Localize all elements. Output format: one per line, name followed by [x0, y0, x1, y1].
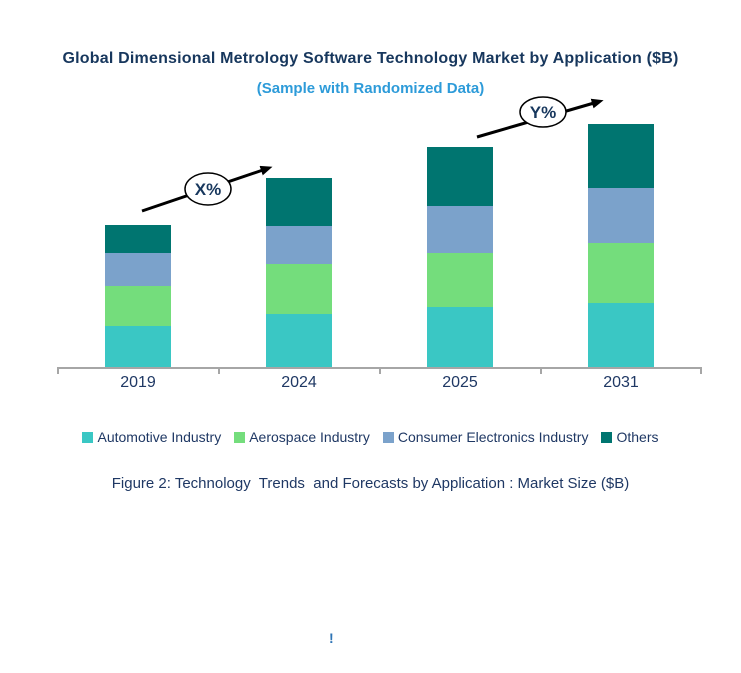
- axis-tick: [57, 368, 59, 374]
- chart-subtitle: (Sample with Randomized Data): [256, 80, 485, 97]
- bar-segment-aerospace-industry: [105, 286, 171, 326]
- legend-label: Others: [616, 429, 659, 445]
- growth-label-y: Y%: [530, 103, 556, 122]
- x-axis-label-2031: 2031: [603, 374, 639, 391]
- axis-tick: [379, 368, 381, 374]
- bar-2019: [105, 225, 171, 368]
- chart-legend: Automotive Industry Aerospace Industry Con…: [0, 429, 741, 445]
- x-axis-label-2024: 2024: [281, 374, 317, 391]
- bar-segment-others: [105, 225, 171, 253]
- bar-segment-automotive-industry: [427, 307, 493, 368]
- legend-item-others: Others: [601, 429, 659, 445]
- x-axis-label-2025: 2025: [442, 374, 478, 391]
- bar-segment-others: [588, 124, 654, 188]
- legend-swatch-icon: [234, 431, 246, 443]
- legend-item-aerospace-industry: Aerospace Industry: [234, 429, 370, 445]
- bar-segment-consumer-electronics-industry: [105, 253, 171, 286]
- bar-segment-automotive-industry: [588, 303, 654, 368]
- bar-2031: [588, 124, 654, 368]
- legend-swatch-icon: [382, 431, 394, 443]
- axis-tick: [218, 368, 220, 374]
- legend-label: Consumer Electronics Industry: [397, 429, 589, 445]
- bar-2024: [266, 178, 332, 368]
- legend-swatch-icon: [601, 431, 613, 443]
- legend-label: Automotive Industry: [97, 429, 222, 445]
- axis-tick: [700, 368, 702, 374]
- footer-mark: !: [329, 630, 334, 646]
- chart-title: Global Dimensional Metrology Software Te…: [62, 50, 679, 67]
- bar-segment-consumer-electronics-industry: [588, 188, 654, 243]
- bar-segment-automotive-industry: [105, 326, 171, 368]
- growth-ellipse-1: [184, 172, 232, 206]
- axis-tick: [540, 368, 542, 374]
- x-axis-label-2019: 2019: [120, 374, 156, 391]
- legend-item-automotive-industry: Automotive Industry: [82, 429, 221, 445]
- bar-segment-aerospace-industry: [427, 253, 493, 307]
- bar-segment-aerospace-industry: [588, 243, 654, 303]
- legend-swatch-icon: [82, 431, 94, 443]
- growth-arrow-1: [141, 165, 273, 213]
- bar-segment-others: [427, 147, 493, 206]
- bar-segment-aerospace-industry: [266, 264, 332, 314]
- bar-segment-consumer-electronics-industry: [266, 226, 332, 264]
- bar-segment-others: [266, 178, 332, 226]
- growth-label-x: X%: [195, 180, 221, 199]
- growth-arrow-2: [476, 98, 604, 139]
- stacked-bar-chart: 2019 2024 2025 2031 X% Y%: [57, 96, 702, 391]
- legend-item-consumer-electronics-industry: Consumer Electronics Industry: [382, 429, 589, 445]
- figure-caption: Figure 2: Technology Trends and Forecast…: [111, 475, 630, 492]
- growth-ellipse-2: [519, 96, 567, 128]
- bar-segment-automotive-industry: [266, 314, 332, 368]
- bar-segment-consumer-electronics-industry: [427, 206, 493, 253]
- bar-2025: [427, 147, 493, 368]
- legend-label: Aerospace Industry: [249, 429, 370, 445]
